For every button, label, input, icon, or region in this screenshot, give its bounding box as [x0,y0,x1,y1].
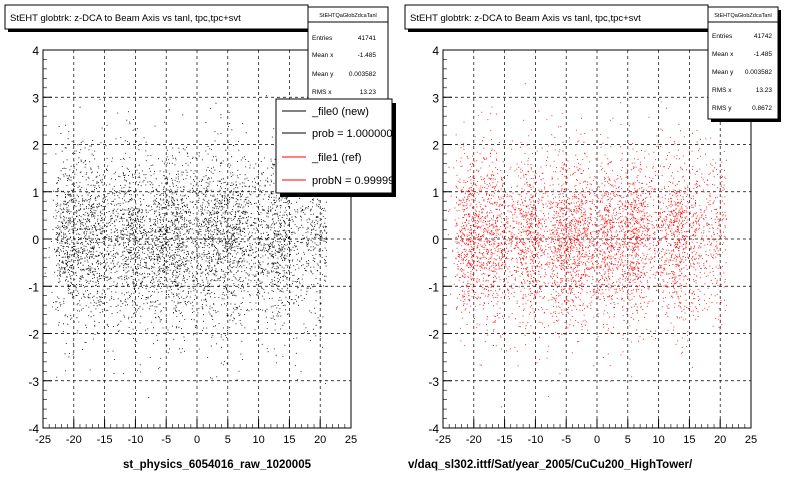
x-tick-label: -25 [435,434,451,446]
y-tick-label: 4 [432,44,439,58]
y-tick-label: 2 [432,139,439,153]
x-tick-label: 0 [594,434,600,446]
y-tick-label: 2 [32,139,39,153]
right-stats-label: RMS y [712,105,732,112]
legend-label: probN = 0.99999 [312,175,394,187]
left-title: StEHT globtrk: z-DCA to Beam Axis vs tan… [10,13,241,24]
y-tick-label: -3 [28,375,39,389]
x-tick-label: 25 [745,434,757,446]
y-tick-label: -3 [428,375,439,389]
x-tick-label: 0 [194,434,200,446]
right-stats-value: 41742 [754,33,772,40]
legend: _file0 (new) prob = 1.000000 _file1 (ref… [275,98,396,197]
y-tick-label: 3 [432,91,439,105]
right-stats-box [707,6,779,120]
y-tick-label: 3 [32,91,39,105]
right-stats-label: Mean x [712,51,734,58]
x-tick-label: -20 [466,434,482,446]
y-tick-label: 4 [32,44,39,58]
left-stats-rows: Entries 41741 Mean x -1.485 Mean y 0.003… [312,35,376,96]
left-stats-value: 41741 [358,35,376,42]
x-tick-label: 15 [683,434,695,446]
x-tick-label: -20 [66,434,82,446]
right-stats-value: 0.8672 [752,105,772,112]
y-tick-label: -1 [428,280,439,294]
x-tick-label: -15 [497,434,513,446]
right-axis-ticks [442,49,752,429]
left-stats-value: 13.23 [360,89,377,96]
x-tick-label: 20 [314,434,326,446]
x-tick-label: -25 [35,434,51,446]
left-stats-label: RMS x [312,89,332,96]
scatter-series [44,95,328,399]
right-title-box [404,4,709,30]
left-stats-value: -1.485 [358,52,377,59]
x-tick-label: -10 [527,434,543,446]
y-tick-label: 0 [432,233,439,247]
right-stats-rows: Entries 41742 Mean x -1.485 Mean y 0.003… [712,33,772,112]
left-stats-name: StEHTQaGlobZdcaTanl [319,13,376,19]
left-stats-value: 0.003582 [349,71,376,78]
right-title: StEHT globtrk: z-DCA to Beam Axis vs tan… [410,13,641,24]
x-tick-label: -5 [561,434,571,446]
x-tick-label: 10 [252,434,264,446]
x-tick-label: -5 [161,434,171,446]
left-footer: st_physics_6054016_raw_1020005 [123,459,312,471]
left-scatter-points [44,95,328,399]
x-tick-label: -10 [127,434,143,446]
left-axis-ticks [42,49,352,429]
x-tick-label: 10 [652,434,664,446]
legend-label: _file1 (ref) [311,152,362,164]
y-tick-label: -2 [28,328,39,342]
left-stats-label: Mean y [312,71,334,78]
legend-label: _file0 (new) [311,106,369,118]
right-stats-value: 13.23 [756,87,773,94]
y-tick-label: -1 [28,280,39,294]
left-stats-label: Entries [312,35,333,42]
x-tick-label: 5 [225,434,231,446]
y-tick-label: 1 [32,186,39,200]
right-stats-value: 0.003582 [745,69,772,76]
right-stats-label: RMS x [712,87,732,94]
legend-label: prob = 1.000000 [312,128,392,140]
x-tick-label: -15 [97,434,113,446]
right-stats-label: Entries [712,33,733,40]
x-tick-label: 25 [345,434,357,446]
y-tick-label: -4 [428,422,439,436]
x-tick-label: 20 [714,434,726,446]
right-stats-value: -1.485 [754,51,773,58]
y-tick-label: 0 [32,233,39,247]
legend-box [275,98,393,194]
left-stats-label: Mean x [312,52,334,59]
right-footer: v/daq_sl302.ittf/Sat/year_2005/CuCu200_H… [408,459,693,471]
left-title-box [4,4,309,30]
y-tick-label: -2 [428,328,439,342]
right-stats-name: StEHTQaGlobZdcaTanl [714,13,771,19]
x-tick-label: 5 [625,434,631,446]
right-stats-label: Mean y [712,69,734,76]
y-tick-label: -4 [28,422,39,436]
y-tick-label: 1 [432,186,439,200]
x-tick-label: 15 [283,434,295,446]
